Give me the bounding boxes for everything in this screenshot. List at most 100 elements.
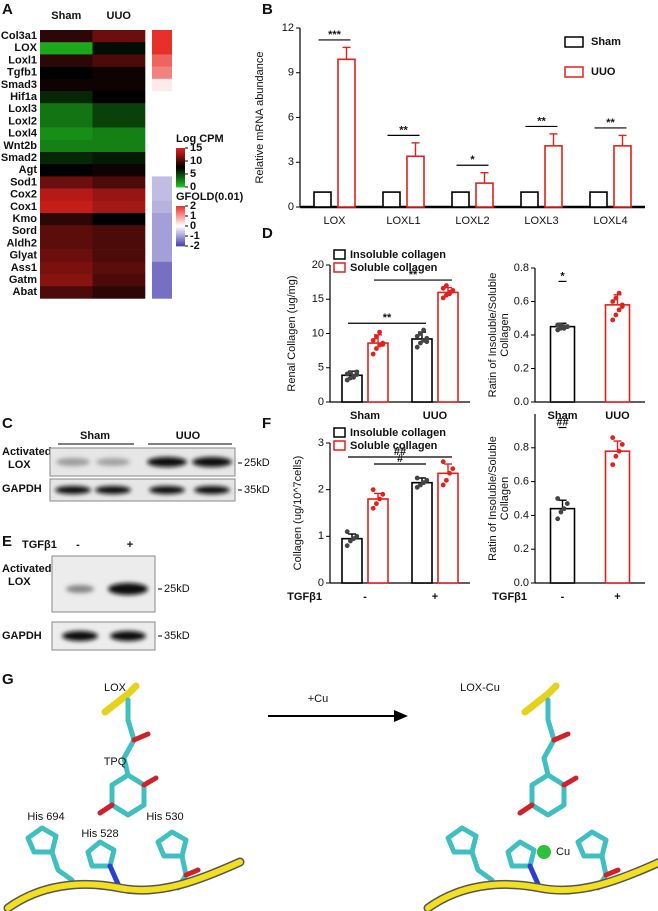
x-tick-label: UUO bbox=[423, 410, 448, 422]
colorbar-segment bbox=[176, 214, 185, 217]
arrow-label: +Cu bbox=[308, 693, 329, 705]
y-tick-label: 0.8 bbox=[514, 442, 529, 454]
heat-cell bbox=[40, 213, 93, 226]
data-point bbox=[613, 312, 619, 318]
data-point bbox=[613, 453, 619, 459]
bar bbox=[604, 304, 631, 403]
y-tick-label: 3 bbox=[288, 156, 294, 168]
x-tick-label: + bbox=[432, 591, 438, 603]
bar bbox=[337, 58, 356, 208]
colorbar-segment bbox=[176, 242, 185, 245]
y-tick-label: 0.8 bbox=[514, 262, 529, 274]
legend-swatch bbox=[333, 427, 346, 438]
annotation-cell bbox=[152, 188, 172, 202]
heat-cell bbox=[92, 164, 146, 177]
x-tick-label: UUO bbox=[605, 410, 630, 422]
band bbox=[110, 631, 146, 641]
colorbar-segment bbox=[176, 151, 185, 154]
data-point bbox=[555, 496, 561, 501]
heat-cell bbox=[40, 152, 93, 165]
y-axis-label: Renal Collagen (ug/mg) bbox=[286, 275, 298, 391]
legend-label: Sham bbox=[591, 36, 621, 48]
heat-cell bbox=[92, 42, 146, 55]
colorbar-segment bbox=[176, 148, 185, 151]
legend-label: Soluble collagen bbox=[350, 262, 438, 274]
colorbar-tick-label: 15 bbox=[190, 142, 202, 154]
data-point bbox=[450, 466, 456, 472]
y-tick-label: 2 bbox=[318, 484, 324, 496]
data-point bbox=[450, 288, 456, 294]
heat-cell bbox=[92, 274, 146, 287]
band bbox=[194, 486, 230, 494]
y-tick-label: 0.6 bbox=[514, 476, 529, 488]
data-point bbox=[564, 501, 570, 506]
colorbar-segment bbox=[176, 159, 185, 162]
annotation-cell bbox=[152, 176, 172, 189]
colorbar-segment bbox=[176, 227, 185, 230]
blot-e: TGFβ1 - + Activated LOX GAPDH 25kD 35kD bbox=[2, 539, 190, 651]
ring bbox=[109, 772, 147, 818]
structure: +Cu LOX LOX-Cu TPQ His 694 His 528 His 5… bbox=[3, 682, 658, 911]
cofactor-label: TPQ bbox=[104, 756, 127, 768]
group-label: UUO bbox=[176, 430, 201, 442]
significance-label: * bbox=[470, 154, 475, 166]
colorbar-segment bbox=[176, 156, 185, 159]
heat-cell bbox=[92, 103, 146, 116]
annotation-cell bbox=[152, 66, 172, 80]
bar bbox=[437, 291, 459, 403]
annotation-cell bbox=[152, 200, 172, 214]
colorbar-segment bbox=[176, 226, 185, 229]
x-tick-label: + bbox=[614, 591, 620, 603]
legend-swatch bbox=[333, 440, 346, 451]
band bbox=[56, 458, 90, 466]
legend-label: Soluble collagen bbox=[350, 440, 438, 452]
column-label: Sham bbox=[51, 10, 81, 22]
bands bbox=[55, 457, 232, 494]
colorbar-segment bbox=[176, 185, 185, 188]
colorbar-segment bbox=[176, 178, 185, 181]
data-point bbox=[619, 442, 625, 447]
band bbox=[96, 458, 130, 466]
row-label: Kmo bbox=[13, 213, 38, 225]
colorbar-segment bbox=[176, 219, 185, 222]
bar bbox=[411, 481, 433, 584]
row-label: Smad2 bbox=[1, 152, 37, 164]
heat-cell bbox=[40, 66, 93, 80]
band bbox=[95, 486, 131, 494]
data-point bbox=[440, 459, 446, 465]
data-point bbox=[440, 482, 446, 488]
heat-cell bbox=[40, 225, 93, 238]
y-tick-label: 0 bbox=[288, 201, 294, 213]
bar bbox=[382, 191, 401, 208]
row-label: Cox2 bbox=[10, 189, 37, 201]
colorbar-segment bbox=[176, 157, 185, 160]
structure-title: LOX bbox=[104, 682, 127, 694]
row-label: Hif1a bbox=[10, 91, 38, 103]
data-point bbox=[344, 529, 350, 535]
y-tick-label: 0 bbox=[318, 577, 324, 589]
colorbar-tick-label: 10 bbox=[190, 155, 202, 167]
legend-label: Insoluble collagen bbox=[350, 427, 446, 439]
panel-label: A bbox=[2, 1, 13, 18]
y-tick-label: 6 bbox=[288, 111, 294, 123]
residue-label: His 694 bbox=[27, 811, 64, 823]
annotation-cell bbox=[152, 261, 172, 275]
row-label: Sord bbox=[12, 225, 37, 237]
colorbar-segment bbox=[176, 211, 185, 214]
colorbar-segment bbox=[176, 236, 185, 239]
residue-label: His 530 bbox=[146, 811, 183, 823]
data-point bbox=[447, 291, 452, 297]
heat-cell bbox=[92, 176, 146, 189]
size-label: 35kD bbox=[164, 630, 190, 642]
stick bbox=[131, 731, 151, 743]
data-point bbox=[444, 283, 449, 288]
annotation-cell bbox=[152, 249, 172, 263]
colorbar-segment bbox=[176, 175, 185, 178]
ion bbox=[537, 845, 551, 859]
colorbar-segment bbox=[176, 161, 185, 164]
structure-title: LOX-Cu bbox=[460, 682, 500, 694]
y-tick-label: 0.0 bbox=[514, 577, 529, 589]
blot-c: Sham UUO Activated LOX GAPDH 25kD 35kD bbox=[2, 430, 270, 502]
significance-label: ** bbox=[537, 115, 546, 127]
data-point bbox=[424, 477, 430, 483]
